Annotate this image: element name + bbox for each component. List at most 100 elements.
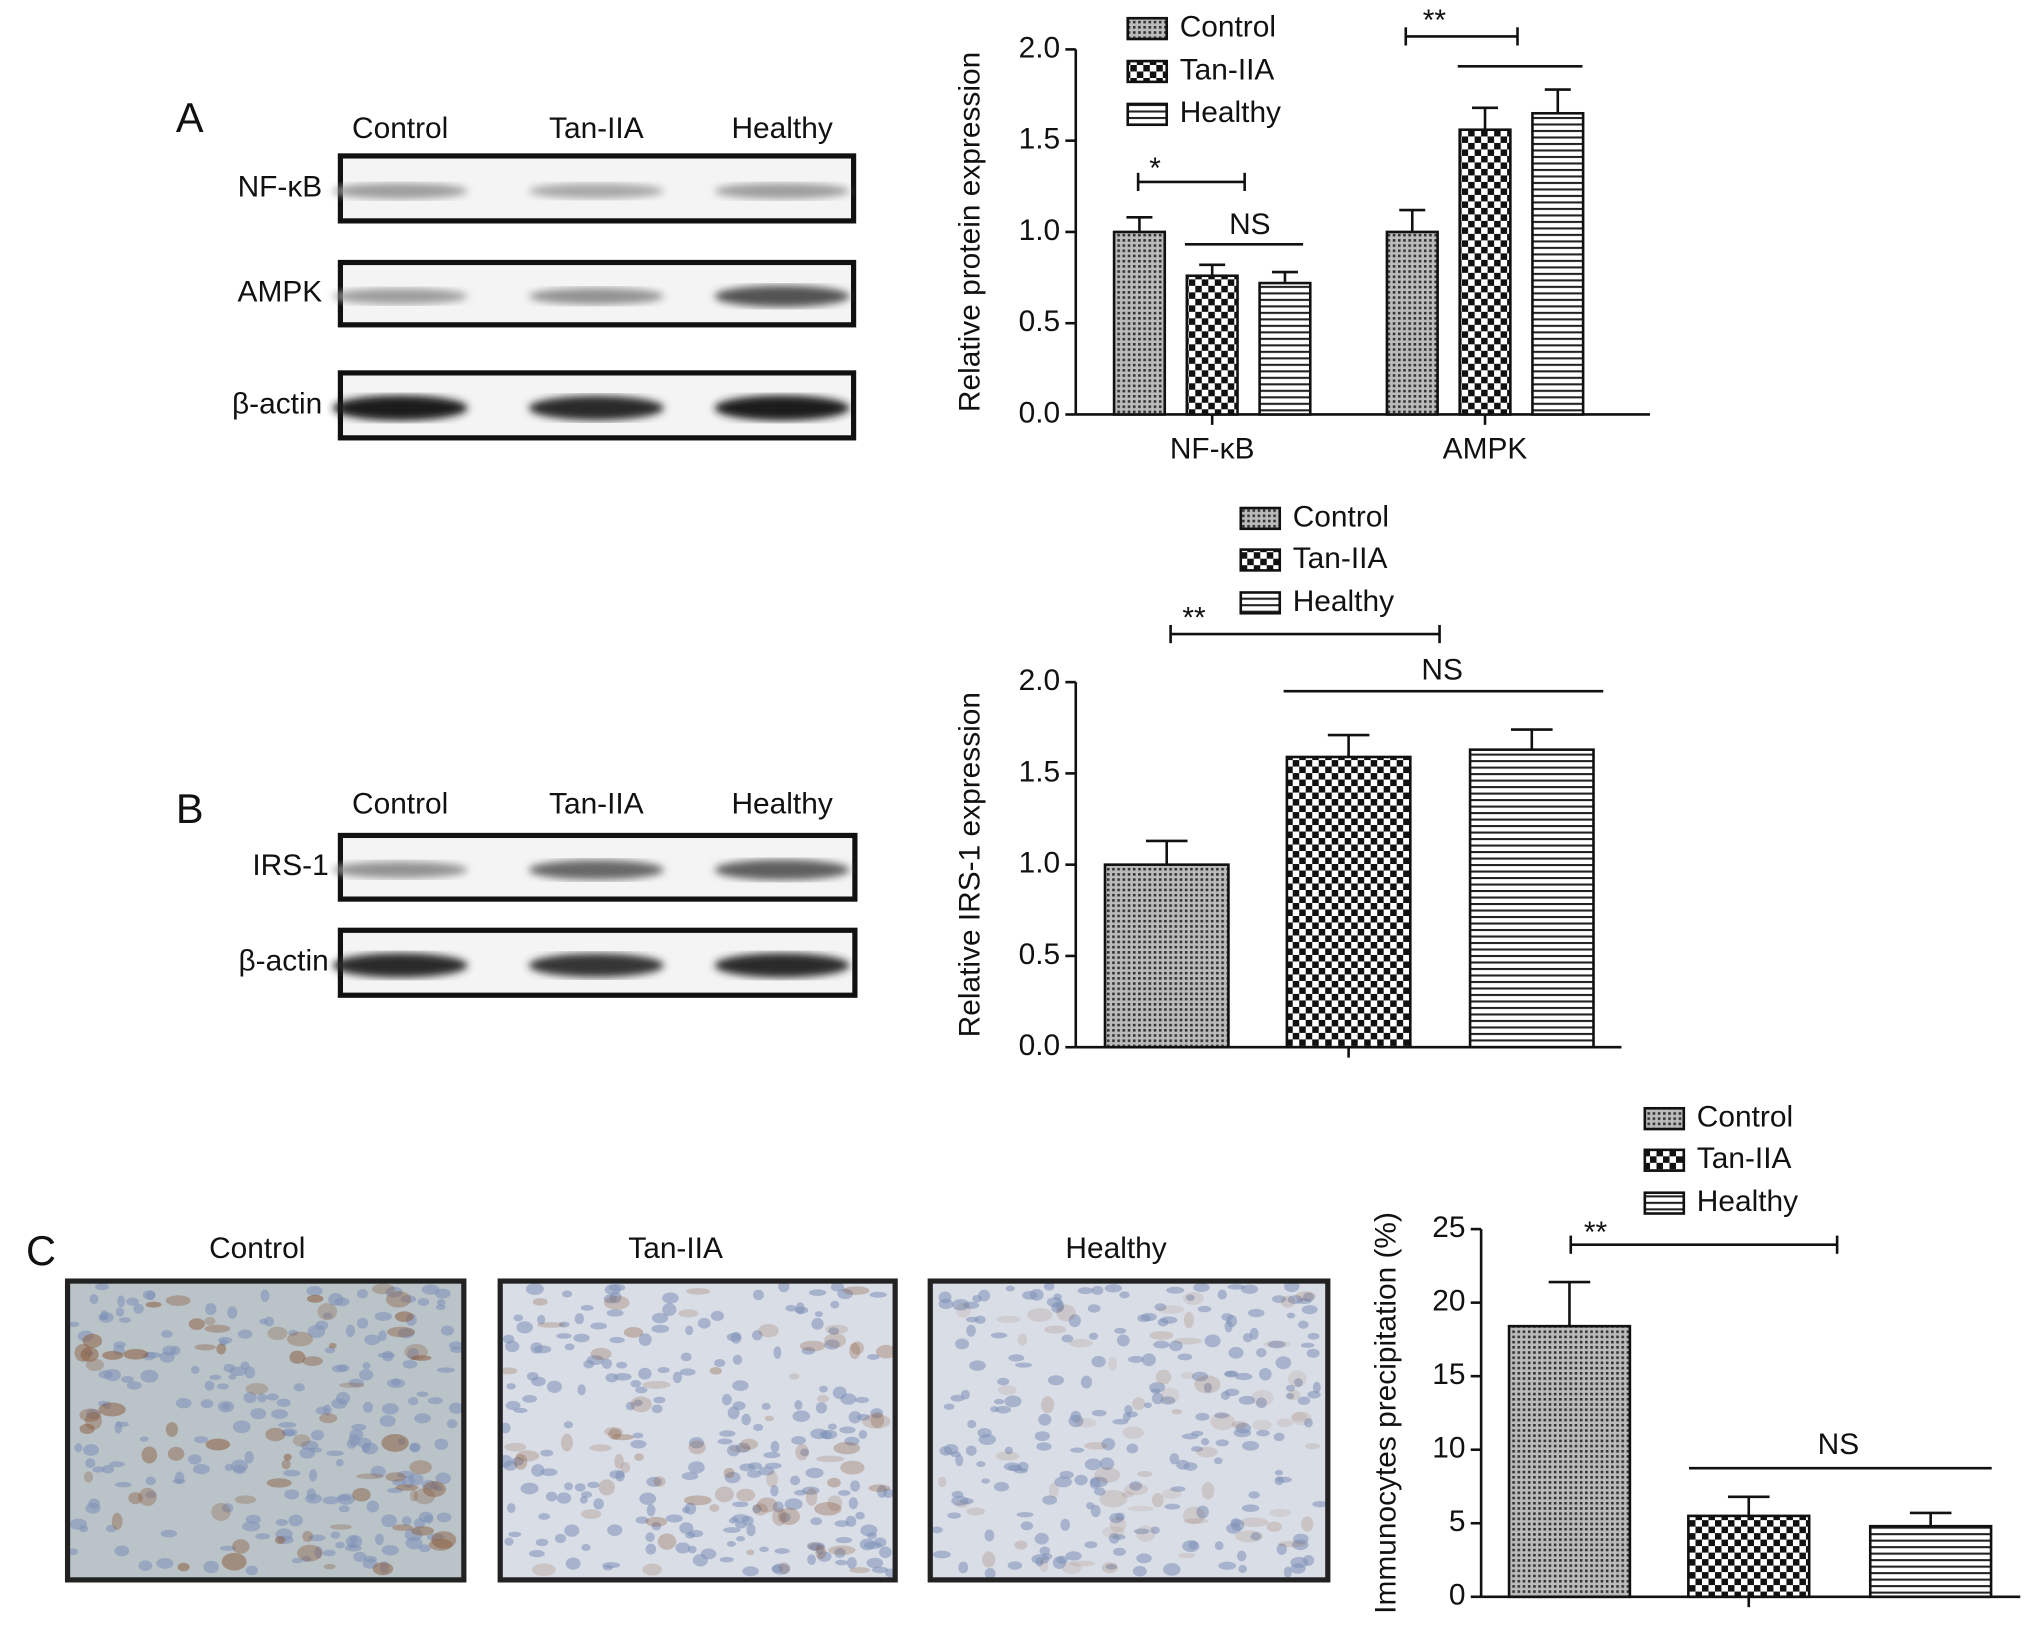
- y-axis-label: Relative IRS-1 expression: [954, 692, 987, 1037]
- tissue-stain: [98, 1402, 126, 1417]
- tissue-cell: [1256, 1429, 1270, 1437]
- legend-swatch: [1126, 16, 1169, 41]
- blot-band: [332, 953, 468, 978]
- tissue-cell: [746, 1523, 756, 1537]
- tissue-cell: [243, 1392, 257, 1404]
- tissue-cell: [807, 1554, 817, 1566]
- lane-label: Healthy: [731, 787, 832, 820]
- tissue-cell: [1113, 1547, 1126, 1556]
- tissue-cell: [593, 1498, 604, 1510]
- tissue-cell: [822, 1430, 832, 1440]
- tissue-cell: [763, 1451, 781, 1459]
- tissue-cell: [344, 1544, 362, 1552]
- tissue-stain: [827, 1477, 841, 1488]
- tissue-cell: [819, 1385, 828, 1393]
- tissue-cell: [794, 1399, 803, 1410]
- tissue-stain: [805, 1488, 818, 1506]
- tissue-cell: [645, 1532, 655, 1542]
- tissue-stain: [1094, 1467, 1121, 1483]
- tissue-stain: [286, 1331, 314, 1347]
- tissue-stain: [411, 1355, 432, 1361]
- tissue-cell: [228, 1374, 237, 1380]
- legend-swatch: [1643, 1191, 1686, 1215]
- tissue-stain: [966, 1507, 986, 1516]
- tissue-cell: [764, 1462, 782, 1469]
- tissue-cell: [662, 1303, 677, 1316]
- tissue-stain: [395, 1484, 419, 1491]
- bar: [1507, 1324, 1632, 1599]
- blot-band: [332, 288, 468, 305]
- tissue-stain: [394, 1311, 414, 1322]
- tissue-cell: [870, 1408, 884, 1419]
- tissue-cell: [281, 1428, 298, 1437]
- tissue-cell: [605, 1373, 619, 1383]
- tissue-cell: [1132, 1565, 1147, 1577]
- tissue-cell: [364, 1334, 381, 1346]
- tissue-cell: [1273, 1432, 1285, 1442]
- tissue-cell: [138, 1560, 153, 1571]
- tissue-stain: [795, 1443, 809, 1461]
- tissue-stain: [1160, 1387, 1180, 1404]
- tissue-cell: [366, 1500, 379, 1513]
- tissue-cell: [335, 1458, 344, 1467]
- tissue-stain: [274, 1536, 286, 1545]
- tissue-stain: [1044, 1325, 1067, 1334]
- tissue-cell: [387, 1487, 404, 1494]
- tissue-stain: [862, 1414, 891, 1429]
- tissue-stain: [177, 1562, 190, 1572]
- tissue-stain: [758, 1323, 779, 1338]
- tissue-cell: [1241, 1504, 1260, 1513]
- tissue-cell: [526, 1371, 539, 1381]
- blot-band: [714, 859, 850, 881]
- tissue-cell: [434, 1438, 449, 1450]
- bar: [1868, 1524, 1993, 1599]
- tissue-cell: [1090, 1504, 1101, 1518]
- tissue-cell: [204, 1380, 215, 1391]
- tissue-stain: [603, 1295, 630, 1310]
- tissue-stain: [80, 1347, 99, 1362]
- tissue-cell: [753, 1423, 764, 1432]
- tissue-cell: [790, 1475, 801, 1486]
- tissue-cell: [255, 1533, 271, 1540]
- tissue-cell: [1214, 1412, 1230, 1419]
- tissue-cell: [436, 1367, 456, 1373]
- tissue-cell: [1271, 1295, 1287, 1304]
- tissue-cell: [564, 1524, 580, 1537]
- tissue-cell: [370, 1465, 386, 1478]
- tissue-cell: [639, 1492, 657, 1505]
- tissue-cell: [556, 1333, 572, 1339]
- tissue-cell: [392, 1478, 406, 1486]
- tissue-cell: [522, 1395, 538, 1403]
- tissue-cell: [353, 1551, 367, 1562]
- tissue-cell: [1166, 1286, 1185, 1294]
- tissue-cell: [770, 1485, 779, 1497]
- tissue-cell: [850, 1480, 860, 1492]
- bar: [1468, 748, 1595, 1049]
- tissue-cell: [1052, 1556, 1066, 1569]
- tissue-cell: [1087, 1304, 1101, 1313]
- tissue-cell: [1230, 1518, 1241, 1528]
- tissue-cell: [665, 1514, 683, 1523]
- tissue-cell: [1234, 1372, 1253, 1381]
- tissue-stain: [1201, 1481, 1215, 1500]
- tissue-stain: [746, 1549, 755, 1556]
- tissue-cell: [538, 1513, 550, 1520]
- tissue-cell: [635, 1516, 649, 1524]
- tissue-cell: [732, 1401, 746, 1411]
- tissue-stain: [614, 1453, 624, 1470]
- tissue-cell: [839, 1426, 856, 1434]
- bar: [1385, 230, 1439, 416]
- tissue-cell: [223, 1363, 236, 1373]
- tissue-stain: [1276, 1418, 1293, 1428]
- tissue-cell: [730, 1331, 742, 1344]
- tissue-cell: [651, 1404, 663, 1414]
- tissue-stain: [216, 1343, 227, 1355]
- tissue-cell: [330, 1531, 341, 1539]
- tissue-cell: [739, 1463, 756, 1472]
- tissue-stain: [642, 1563, 662, 1576]
- tissue-cell: [1035, 1556, 1044, 1567]
- tissue-stain: [842, 1286, 870, 1295]
- tissue-cell: [200, 1399, 214, 1409]
- y-axis-label: Relative protein expression: [954, 52, 987, 412]
